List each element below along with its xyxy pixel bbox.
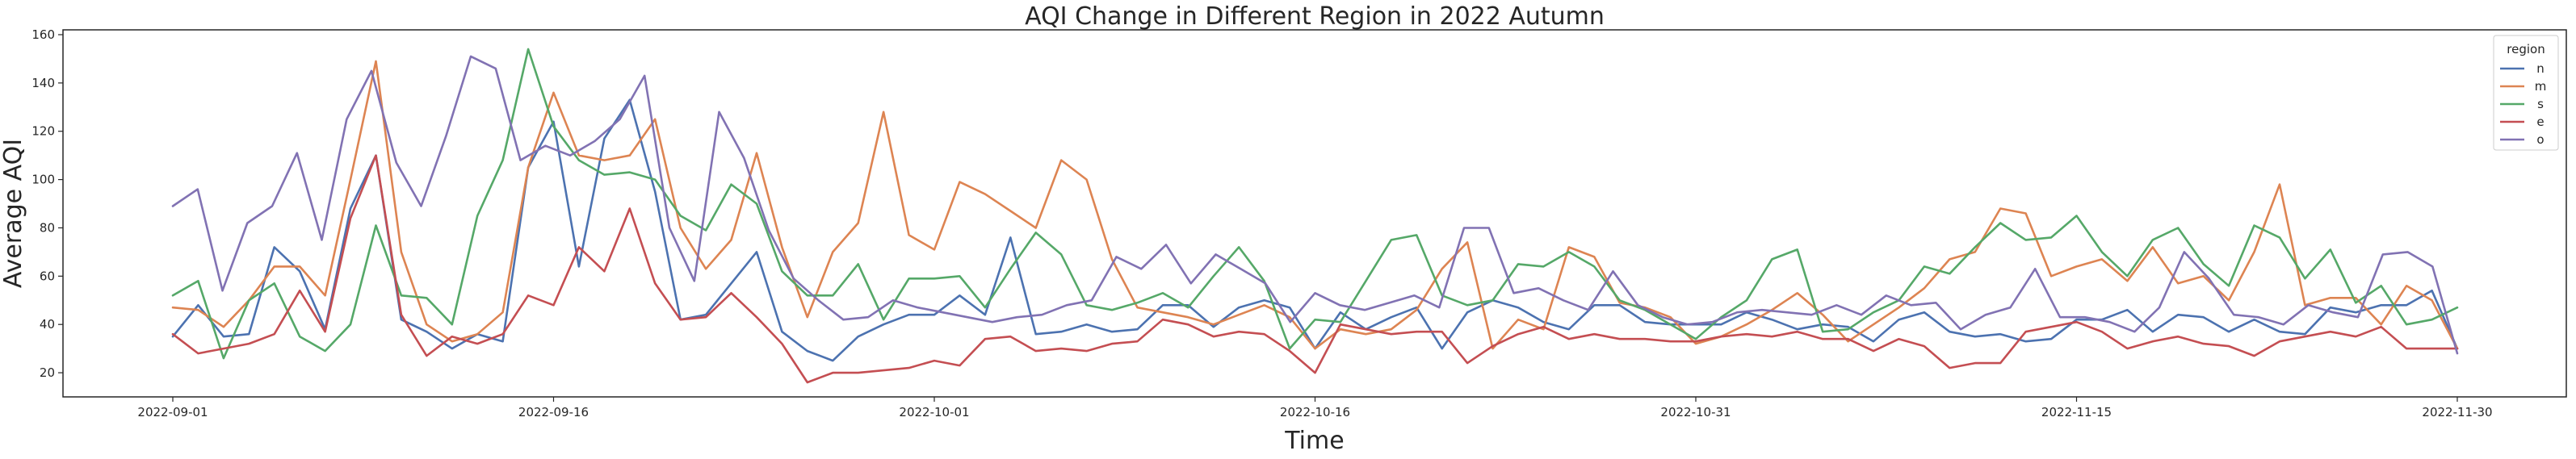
x-tick-label: 2022-10-01 — [899, 405, 969, 419]
y-axis-label: Average AQI — [0, 139, 27, 288]
series-line-e — [171, 154, 2459, 384]
x-tick-label: 2022-10-31 — [1660, 405, 1731, 419]
x-axis-ticks: 2022-09-01 2022-09-16 2022-10-01 2022-10-16… — [137, 397, 2493, 419]
x-tick-label: 2022-10-16 — [1280, 405, 1350, 419]
legend-label-e: e — [2536, 115, 2544, 129]
x-tick-label: 2022-09-01 — [137, 405, 208, 419]
y-tick-label: 160 — [31, 27, 55, 42]
series-line-s — [171, 48, 2459, 360]
x-axis-label: Time — [1284, 427, 1344, 455]
series-line-o — [171, 55, 2459, 355]
legend-label-s: s — [2537, 97, 2544, 111]
x-tick-label: 2022-09-16 — [518, 405, 589, 419]
y-tick-label: 100 — [31, 173, 55, 187]
y-axis-ticks: 20 40 60 80 100 120 140 160 — [31, 27, 63, 380]
chart-title: AQI Change in Different Region in 2022 A… — [1025, 2, 1605, 31]
legend-label-m: m — [2535, 79, 2547, 94]
legend-label-o: o — [2536, 132, 2544, 147]
y-tick-label: 120 — [31, 124, 55, 139]
legend-label-n: n — [2536, 61, 2545, 76]
x-tick-label: 2022-11-30 — [2422, 405, 2492, 419]
legend-title: region — [2507, 42, 2545, 56]
y-tick-label: 20 — [40, 365, 55, 380]
series-line-m — [171, 60, 2459, 350]
plot-frame — [62, 29, 2567, 398]
y-tick-label: 60 — [40, 269, 55, 283]
series-lines — [171, 48, 2459, 384]
x-tick-label: 2022-11-15 — [2041, 405, 2112, 419]
y-tick-label: 80 — [40, 220, 55, 235]
y-tick-label: 40 — [40, 317, 55, 332]
y-tick-label: 140 — [31, 76, 55, 90]
